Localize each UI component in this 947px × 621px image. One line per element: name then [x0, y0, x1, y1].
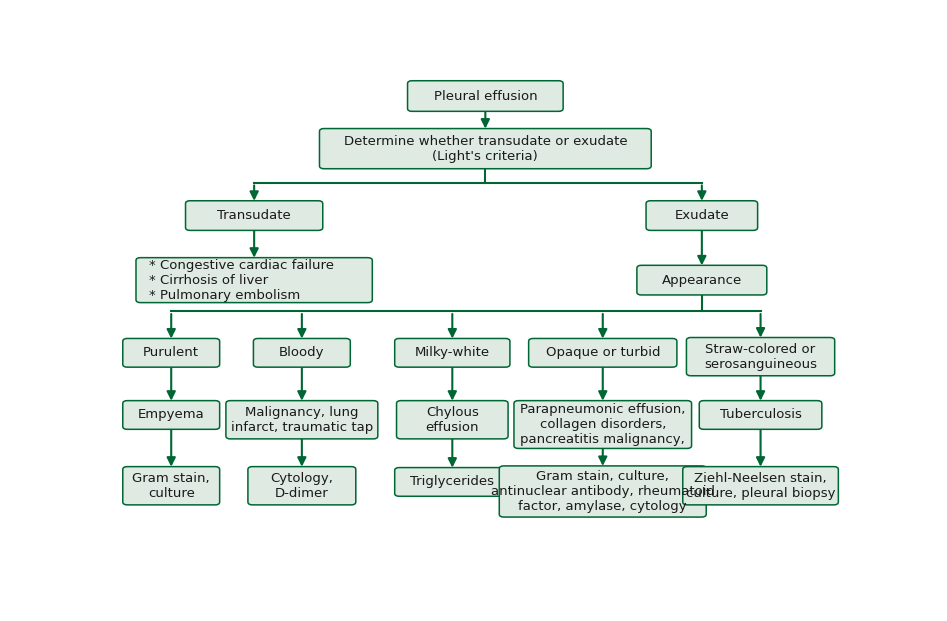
FancyBboxPatch shape: [397, 401, 509, 439]
FancyBboxPatch shape: [254, 338, 350, 367]
FancyBboxPatch shape: [395, 338, 509, 367]
FancyBboxPatch shape: [123, 338, 220, 367]
FancyBboxPatch shape: [687, 338, 834, 376]
Text: Gram stain, culture,
antinuclear antibody, rheumatoid
factor, amylase, cytology: Gram stain, culture, antinuclear antibod…: [491, 470, 715, 513]
Text: Purulent: Purulent: [143, 347, 199, 360]
FancyBboxPatch shape: [319, 129, 652, 169]
Text: Triglycerides: Triglycerides: [410, 476, 494, 489]
Text: Exudate: Exudate: [674, 209, 729, 222]
Text: Malignancy, lung
infarct, traumatic tap: Malignancy, lung infarct, traumatic tap: [231, 406, 373, 433]
Text: Opaque or turbid: Opaque or turbid: [545, 347, 660, 360]
FancyBboxPatch shape: [395, 468, 509, 496]
Text: Parapneumonic effusion,
collagen disorders,
pancreatitis malignancy,: Parapneumonic effusion, collagen disorde…: [520, 403, 686, 446]
Text: Cytology,
D-dimer: Cytology, D-dimer: [271, 472, 333, 500]
Text: Straw-colored or
serosanguineous: Straw-colored or serosanguineous: [704, 343, 817, 371]
FancyBboxPatch shape: [248, 466, 356, 505]
Text: Chylous
effusion: Chylous effusion: [425, 406, 479, 433]
FancyBboxPatch shape: [683, 466, 838, 505]
FancyBboxPatch shape: [646, 201, 758, 230]
Text: Milky-white: Milky-white: [415, 347, 490, 360]
Text: Pleural effusion: Pleural effusion: [434, 89, 537, 102]
Text: Determine whether transudate or exudate
(Light's criteria): Determine whether transudate or exudate …: [344, 135, 627, 163]
FancyBboxPatch shape: [407, 81, 563, 111]
FancyBboxPatch shape: [528, 338, 677, 367]
Text: Transudate: Transudate: [217, 209, 291, 222]
FancyBboxPatch shape: [637, 265, 767, 295]
Text: Gram stain,
culture: Gram stain, culture: [133, 472, 210, 500]
FancyBboxPatch shape: [699, 401, 822, 429]
FancyBboxPatch shape: [514, 401, 691, 448]
Text: Tuberculosis: Tuberculosis: [720, 409, 801, 422]
Text: Ziehl-Neelsen stain,
culture, pleural biopsy: Ziehl-Neelsen stain, culture, pleural bi…: [686, 472, 835, 500]
FancyBboxPatch shape: [123, 401, 220, 429]
FancyBboxPatch shape: [123, 466, 220, 505]
FancyBboxPatch shape: [226, 401, 378, 439]
FancyBboxPatch shape: [136, 258, 372, 302]
Text: Empyema: Empyema: [138, 409, 205, 422]
FancyBboxPatch shape: [186, 201, 323, 230]
Text: Appearance: Appearance: [662, 274, 742, 287]
FancyBboxPatch shape: [499, 466, 706, 517]
Text: * Congestive cardiac failure
* Cirrhosis of liver
* Pulmonary embolism: * Congestive cardiac failure * Cirrhosis…: [150, 258, 334, 302]
Text: Bloody: Bloody: [279, 347, 325, 360]
